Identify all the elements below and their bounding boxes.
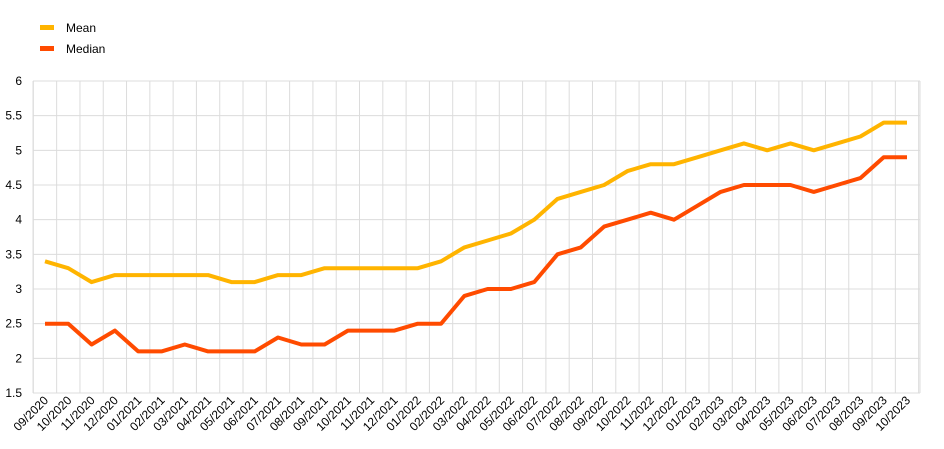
series-line-mean (44, 120, 907, 285)
y-axis-ticks: 1.5 2 2.5 3 3.5 4 4.5 5 5.5 6 (5, 74, 22, 400)
x-axis-ticks: 09/202010/202011/202012/202001/202102/20… (11, 393, 914, 434)
y-tick-label: 3.5 (5, 247, 22, 261)
y-tick-label: 3 (15, 282, 22, 296)
legend-swatch-mean (40, 25, 54, 30)
grid (32, 80, 921, 394)
y-tick-label: 2 (15, 351, 22, 365)
series-group (44, 120, 908, 354)
legend-label-median: Median (66, 42, 105, 56)
y-tick-label: 1.5 (5, 386, 22, 400)
legend: Mean Median (40, 21, 105, 56)
legend-label-mean: Mean (66, 21, 96, 35)
y-tick-label: 4 (15, 213, 22, 227)
y-tick-label: 6 (15, 74, 22, 88)
y-tick-label: 5.5 (5, 109, 22, 123)
y-tick-label: 2.5 (5, 317, 22, 331)
y-tick-label: 4.5 (5, 178, 22, 192)
y-tick-label: 5 (15, 143, 22, 157)
series-line-median (45, 155, 907, 354)
legend-swatch-median (40, 46, 54, 51)
